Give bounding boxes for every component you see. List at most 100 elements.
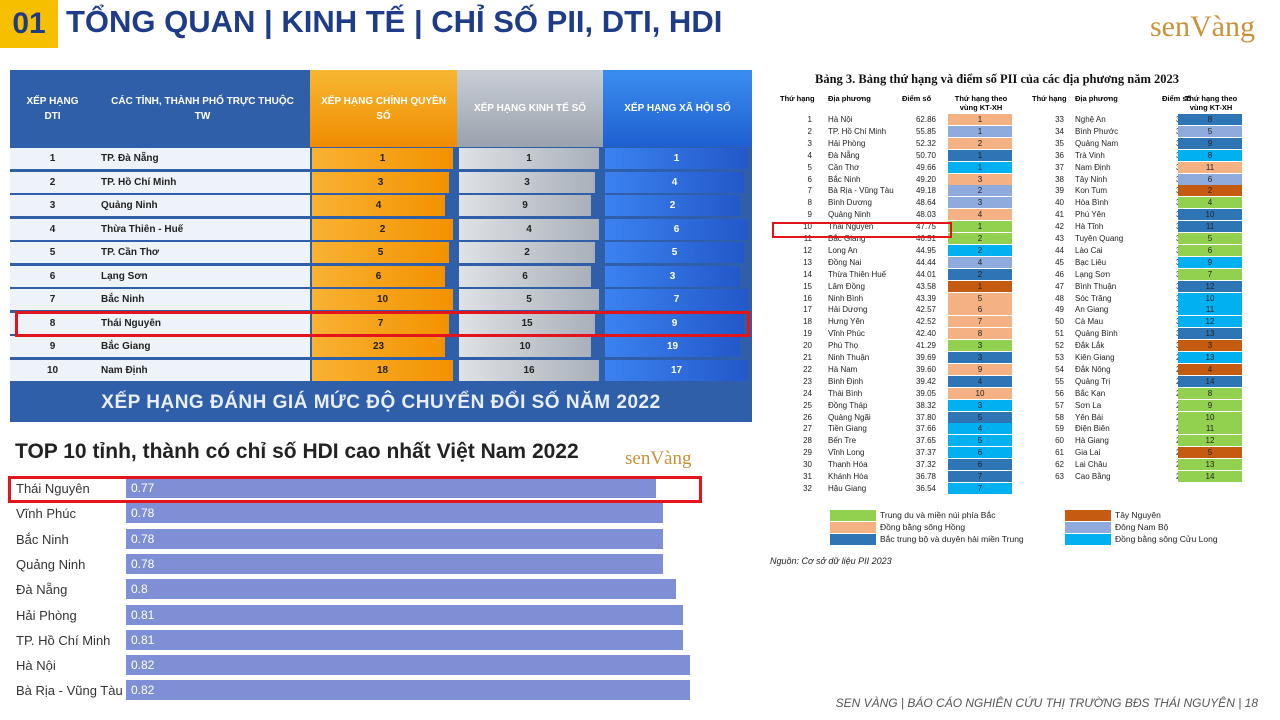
cell: 23 [312, 336, 445, 357]
rank: 11 [803, 234, 812, 243]
cell: Lạng Sơn [95, 265, 310, 287]
score: 49.66 [915, 162, 936, 172]
rank: 36 [1055, 150, 1064, 160]
cell: 9 [459, 195, 591, 216]
region-rank: 8 [1178, 114, 1242, 126]
rank: 32 [803, 483, 812, 493]
region-rank: 8 [1178, 149, 1242, 162]
region-rank: 8 [948, 328, 1012, 341]
cell: 4 [605, 171, 744, 193]
cell: 4 [10, 218, 95, 240]
category-label: Thái Nguyên [16, 481, 90, 496]
column-header: CÁC TỈNH, THÀNH PHỐ TRỰC THUỘC TW [95, 70, 310, 147]
cell: Bắc Giang [95, 336, 310, 357]
rank: 38 [1055, 174, 1064, 184]
rank: 45 [1055, 257, 1064, 267]
score: 41.29 [915, 341, 936, 351]
column-header: XẾP HẠNG KINH TẾ SỐ [457, 70, 603, 147]
region-rank: 6 [1178, 244, 1242, 257]
region-rank: 13 [1178, 459, 1242, 472]
rank: 43 [1055, 234, 1064, 243]
legend-swatch [830, 534, 876, 545]
cell: 2 [10, 171, 95, 193]
score: 37.37 [915, 448, 936, 458]
column-header: Địa phương [828, 94, 871, 103]
cell: 2 [459, 242, 595, 263]
legend-label: Đồng bằng sông Cửu Long [1115, 534, 1218, 544]
score: 50.70 [915, 150, 936, 160]
rank: 10 [803, 222, 812, 232]
province: Kon Tum [1075, 186, 1108, 196]
province: Bà Rịa - Vũng Tàu [828, 186, 894, 196]
bar [126, 579, 677, 600]
region-rank: 9 [1178, 256, 1242, 269]
rank: 18 [803, 317, 812, 327]
legend-swatch [830, 522, 876, 533]
value-label: 0.77 [131, 481, 155, 495]
legend-label: Trung du và miền núi phía Bắc [880, 510, 996, 520]
province: Bắc Kạn [1075, 388, 1106, 398]
cell: 5 [10, 242, 95, 263]
cell: TP. Cần Thơ [95, 242, 310, 263]
score: 39.60 [915, 364, 936, 374]
column-header: Thứ hạng theo vùng KT-XH [954, 94, 1008, 112]
province: Long An [828, 245, 858, 255]
province: Quảng Ngãi [828, 412, 871, 422]
cell: 6 [10, 265, 95, 287]
cell: 5 [459, 289, 599, 310]
score: 46.51 [915, 234, 936, 243]
province: Hà Nam [828, 364, 858, 374]
rank: 5 [807, 162, 812, 172]
rank: 6 [807, 174, 812, 184]
cell: 10 [459, 336, 591, 357]
score: 36.54 [915, 483, 936, 493]
rank: 31 [803, 472, 812, 481]
region-rank: 1 [948, 125, 1012, 138]
region-rank: 10 [1178, 292, 1242, 305]
cell: TP. Đà Nẵng [95, 148, 310, 169]
score: 52.32 [915, 138, 936, 148]
rank: 53 [1055, 353, 1064, 362]
region-rank: 7 [1178, 268, 1242, 281]
rank: 52 [1055, 341, 1064, 351]
cell: 8 [10, 312, 95, 334]
province: Điện Biên [1075, 424, 1110, 434]
province: Đồng Nai [828, 257, 862, 267]
region-rank: 7 [948, 316, 1012, 329]
score: 37.32 [915, 460, 936, 470]
rank: 22 [803, 364, 812, 374]
province: Hà Tĩnh [1075, 222, 1104, 232]
value-label: 0.8 [131, 582, 148, 597]
rank: 37 [1055, 162, 1064, 172]
bar [126, 528, 663, 549]
cell: 5 [605, 242, 744, 263]
column-header: Thứ hạng theo vùng KT-XH [1184, 94, 1238, 112]
cell: 2 [312, 218, 453, 240]
highlight-box [772, 222, 952, 238]
hdi-chart: TOP 10 tỉnh, thành có chỉ số HDI cao nhấ… [0, 428, 702, 708]
cell: 1 [459, 148, 599, 169]
score: 42.52 [915, 317, 936, 327]
column-header: XẾP HẠNG CHÍNH QUYỀN SỐ [310, 70, 457, 147]
cell: 4 [312, 195, 445, 216]
rank: 29 [803, 448, 812, 458]
rank: 62 [1055, 460, 1064, 470]
rank: 48 [1055, 293, 1064, 303]
province: Tây Ninh [1075, 174, 1108, 184]
value-label: 0.81 [131, 632, 155, 647]
province: Tiền Giang [828, 424, 867, 434]
cell: 1 [10, 148, 95, 169]
region-rank: 6 [948, 304, 1012, 317]
legend-label: Bắc trung bộ và duyên hải miền Trung [880, 534, 1024, 544]
region-rank: 11 [1178, 161, 1242, 174]
score: 43.58 [915, 281, 936, 291]
region-rank: 11 [1178, 304, 1242, 317]
province: Sơn La [1075, 400, 1102, 410]
score: 62.86 [915, 115, 936, 124]
column-header: Điểm số [902, 94, 932, 103]
table-title: Bảng 3. Bảng thứ hạng và điểm số PII của… [815, 72, 1180, 86]
score: 38.32 [915, 400, 936, 410]
cell: 9 [10, 336, 95, 357]
rank: 13 [803, 257, 812, 267]
score: 39.05 [915, 388, 936, 398]
